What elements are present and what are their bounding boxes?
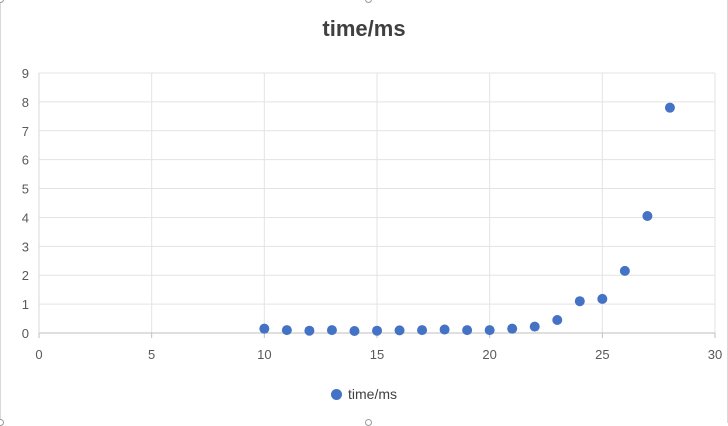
data-point[interactable]: [642, 211, 653, 221]
chart-title: time/ms: [322, 16, 406, 41]
y-tick-label: 1: [22, 297, 29, 312]
data-point[interactable]: [664, 102, 675, 113]
data-point[interactable]: [574, 296, 585, 307]
x-tick-label: 10: [257, 347, 271, 362]
y-tick-label: 9: [22, 66, 29, 81]
data-point[interactable]: [349, 325, 360, 336]
data-point[interactable]: [304, 325, 315, 336]
data-point[interactable]: [619, 265, 630, 276]
x-tick-label: 0: [35, 347, 42, 362]
data-point[interactable]: [259, 323, 270, 334]
data-point[interactable]: [484, 325, 495, 336]
data-point[interactable]: [462, 325, 473, 336]
x-tick-label: 25: [595, 347, 609, 362]
y-tick-label: 2: [22, 268, 29, 283]
data-point[interactable]: [417, 325, 428, 336]
y-tick-label: 7: [22, 124, 29, 139]
y-tick-label: 6: [22, 153, 29, 168]
y-tick-label: 4: [22, 210, 29, 225]
data-point[interactable]: [552, 315, 563, 325]
legend-label: time/ms: [348, 386, 397, 402]
data-point[interactable]: [439, 324, 450, 335]
data-point[interactable]: [326, 325, 337, 336]
legend[interactable]: time/ms: [1, 386, 727, 402]
x-tick-label: 15: [370, 347, 384, 362]
y-tick-label: 5: [22, 182, 29, 197]
y-tick-label: 3: [22, 239, 29, 254]
y-tick-label: 0: [22, 326, 29, 341]
x-tick-label: 5: [148, 347, 155, 362]
data-point[interactable]: [281, 325, 292, 336]
data-point[interactable]: [597, 293, 608, 304]
data-point[interactable]: [529, 321, 540, 332]
x-tick-label: 20: [482, 347, 496, 362]
x-tick-label: 30: [708, 347, 722, 362]
data-point[interactable]: [372, 325, 382, 336]
data-point[interactable]: [394, 325, 405, 336]
data-point[interactable]: [507, 323, 518, 334]
legend-marker-icon: [331, 388, 342, 400]
y-tick-label: 8: [22, 95, 29, 110]
